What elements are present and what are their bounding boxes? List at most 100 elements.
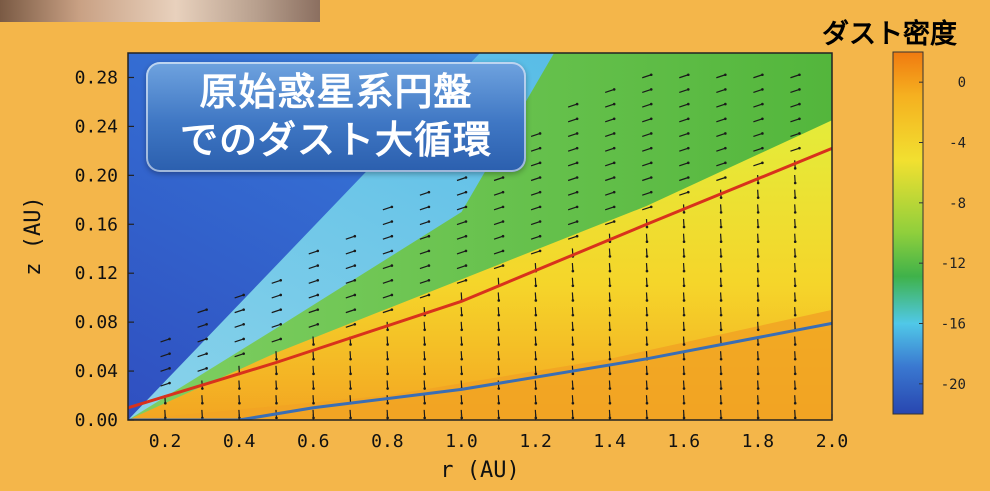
title-badge: 原始惑星系円盤 でのダスト大循環 (146, 62, 526, 172)
arrow-head (464, 220, 468, 223)
arrow-head (538, 249, 542, 253)
velocity-arrow (604, 118, 615, 123)
arrow-head (575, 176, 579, 179)
velocity-arrow (456, 191, 467, 196)
velocity-arrow (382, 309, 393, 314)
arrow-head (390, 205, 394, 209)
arrow-head (460, 328, 464, 332)
colorbar-ticks: 0 -4 -8 -12 -16 -20 (919, 75, 966, 393)
velocity-arrow (642, 206, 652, 211)
velocity-arrow (645, 277, 648, 286)
velocity-arrow (682, 321, 685, 330)
arrow-head (427, 190, 431, 194)
velocity-arrow (460, 292, 463, 301)
plot-frame (127, 52, 833, 421)
arrow-head (761, 88, 764, 91)
velocity-arrow (238, 380, 241, 389)
velocity-arrow (794, 321, 796, 330)
velocity-arrow (790, 147, 800, 152)
x-tick-label: 2.0 (816, 431, 849, 452)
arrow-head (756, 299, 760, 302)
arrow-head (316, 293, 320, 297)
velocity-arrow (419, 265, 430, 270)
velocity-arrow (234, 294, 244, 299)
velocity-arrow (160, 367, 170, 372)
photo-strip (0, 0, 320, 22)
velocity-arrow (197, 338, 207, 343)
velocity-arrow (645, 321, 648, 330)
arrow-head (242, 352, 245, 355)
velocity-arrow (757, 351, 759, 360)
velocity-arrow (382, 235, 393, 240)
arrow-head (390, 293, 394, 297)
arrow-head (793, 269, 797, 273)
arrow-head (534, 299, 538, 302)
arrow-head (719, 240, 723, 244)
velocity-arrow (719, 219, 722, 228)
velocity-arrow (608, 248, 611, 257)
velocity-arrow (530, 191, 541, 196)
velocity-arrow (753, 147, 763, 152)
arrow-head (724, 146, 727, 150)
arrow-head (501, 176, 505, 179)
arrow-head (501, 220, 505, 223)
velocity-arrow (719, 351, 722, 360)
arrow-head (501, 249, 505, 253)
x-tick-label: 0.2 (149, 431, 182, 452)
velocity-arrow (794, 233, 796, 242)
velocity-arrow (790, 74, 800, 79)
arrow-head (719, 328, 723, 332)
arrow-head (645, 343, 649, 346)
velocity-arrow (608, 365, 611, 374)
arrow-head (645, 225, 649, 229)
velocity-arrow (719, 204, 722, 213)
arrow-head (242, 323, 245, 326)
arrow-head (608, 299, 612, 302)
velocity-arrow (345, 294, 356, 299)
velocity-arrow (571, 409, 574, 418)
velocity-arrow (682, 395, 685, 404)
arrow-head (793, 196, 797, 199)
arrow-head (205, 367, 208, 370)
velocity-arrow (571, 351, 574, 360)
velocity-arrow (419, 206, 430, 211)
density-map (128, 53, 832, 420)
velocity-arrow (642, 74, 652, 79)
velocity-arrow (682, 233, 685, 242)
velocity-arrow (571, 263, 574, 272)
arrow-head (798, 132, 801, 135)
velocity-arrow (757, 292, 759, 301)
velocity-arrow (753, 74, 763, 79)
arrow-head (205, 352, 208, 355)
velocity-arrow (679, 103, 689, 108)
velocity-arrow (382, 220, 393, 226)
arrow-head (386, 328, 389, 332)
velocity-arrow (682, 219, 685, 228)
colorbar (892, 51, 924, 415)
arrow-head (538, 132, 542, 135)
velocity-arrow (645, 248, 648, 257)
velocity-arrow (757, 277, 759, 286)
velocity-arrow (530, 235, 541, 240)
arrow-head (756, 387, 760, 390)
velocity-arrow (312, 365, 315, 374)
y-tick-label: 0.24 (75, 116, 118, 137)
velocity-arrow (349, 409, 352, 418)
arrow-head (608, 343, 612, 346)
velocity-arrow (386, 365, 389, 374)
arrow-head (423, 401, 426, 405)
arrow-head (682, 240, 686, 244)
arrow-head (719, 225, 723, 229)
y-tick-label: 0.00 (75, 410, 118, 431)
velocity-arrow (382, 279, 393, 284)
velocity-arrow (456, 265, 467, 270)
arrow-head (423, 328, 426, 332)
velocity-arrow (645, 409, 648, 418)
velocity-arrow (794, 204, 796, 213)
arrow-head (501, 205, 505, 209)
velocity-arrow (419, 191, 430, 196)
arrow-head (756, 269, 760, 273)
velocity-arrow (604, 162, 615, 167)
velocity-arrow (460, 307, 463, 316)
arrow-head (608, 255, 612, 258)
